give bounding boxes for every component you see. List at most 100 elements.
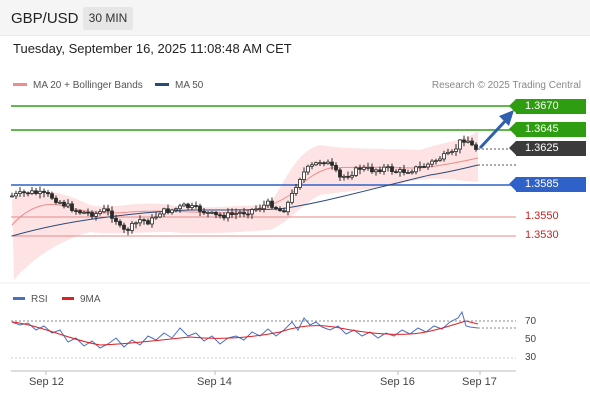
- candle-body: [278, 208, 282, 212]
- candle-body: [106, 208, 110, 212]
- candle-body: [294, 187, 298, 194]
- timestamp: Tuesday, September 16, 2025 11:08:48 AM …: [13, 41, 292, 56]
- candle-body: [238, 212, 242, 214]
- candle-body: [254, 208, 258, 211]
- candle-body: [394, 171, 398, 174]
- candle-body: [154, 216, 158, 219]
- candle-body: [470, 140, 474, 146]
- candle-body: [406, 172, 410, 174]
- candle-body: [206, 211, 210, 214]
- candle-body: [466, 140, 470, 143]
- candle-body: [22, 191, 26, 194]
- price-tag-2: 1.3645: [509, 122, 586, 137]
- candle-body: [426, 163, 430, 168]
- candle-body: [414, 166, 418, 173]
- candle-body: [346, 175, 350, 178]
- candle-body: [262, 204, 266, 210]
- candle-body: [14, 193, 18, 197]
- candle-body: [374, 169, 378, 173]
- candle-body: [286, 201, 290, 213]
- timeframe-button[interactable]: 30 MIN: [83, 7, 133, 30]
- rsi-9ma-line: [11, 320, 479, 346]
- rsi-legend-label: RSI: [31, 294, 48, 305]
- candle-body: [438, 158, 442, 161]
- candle-body: [342, 175, 346, 178]
- rsi-legend: RSI: [13, 294, 48, 305]
- candle-body: [226, 212, 230, 219]
- candle-body: [142, 219, 146, 222]
- candle-body: [54, 197, 58, 203]
- candle-body: [174, 208, 178, 211]
- candle-body: [314, 162, 318, 166]
- x-label-sep17: Sep 17: [462, 376, 497, 388]
- candle-body: [30, 190, 34, 194]
- candle-body: [94, 213, 98, 217]
- rsi-swatch: [13, 296, 25, 300]
- candle-body: [110, 210, 114, 219]
- candle-body: [178, 205, 182, 210]
- candle-body: [322, 162, 326, 165]
- candle-body: [74, 210, 78, 212]
- symbol-title: GBP/USD: [11, 10, 79, 27]
- candle-body: [258, 208, 262, 211]
- price-tag-current: 1.3625: [509, 141, 586, 156]
- price-tag-1: 1.3670: [509, 99, 586, 114]
- research-credit: Research © 2025 Trading Central: [431, 80, 581, 91]
- candle-body: [318, 162, 322, 165]
- candle-body: [382, 166, 386, 172]
- legend-ma50-label: MA 50: [175, 80, 204, 91]
- candle-body: [166, 208, 170, 214]
- candle-body: [310, 164, 314, 167]
- x-label-sep12: Sep 12: [29, 376, 64, 388]
- candle-body: [354, 167, 358, 176]
- candle-body: [270, 200, 274, 208]
- candle-body: [210, 211, 214, 214]
- candle-body: [378, 169, 382, 172]
- candle-body: [390, 166, 394, 173]
- ma50-line: [11, 164, 479, 237]
- candle-body: [386, 166, 390, 169]
- candle-body: [62, 201, 66, 207]
- header-bar: GBP/USD 30 MIN: [0, 0, 590, 36]
- candle-body: [282, 210, 286, 213]
- candle-body: [86, 211, 90, 214]
- candle-body: [274, 207, 278, 209]
- candle-body: [298, 179, 302, 188]
- candle-body: [234, 213, 238, 215]
- candle-body: [194, 205, 198, 207]
- candle-body: [202, 211, 206, 214]
- candle-body: [214, 211, 218, 216]
- candle-body: [186, 203, 190, 208]
- candle-body: [10, 195, 14, 198]
- candle-body: [302, 171, 306, 180]
- bollinger-band: [12, 130, 478, 280]
- price-tag-6: 1.3530: [525, 229, 559, 241]
- x-label-sep16: Sep 16: [380, 376, 415, 388]
- legend-ma50: MA 50: [155, 80, 203, 92]
- rsi-9ma-legend-label: 9MA: [80, 294, 101, 305]
- candle-body: [126, 228, 130, 231]
- candle-body: [410, 171, 414, 174]
- rsi-level-50: 50: [525, 334, 537, 345]
- candle-body: [326, 161, 330, 165]
- candle-body: [458, 139, 462, 150]
- candle-body: [266, 200, 270, 206]
- candle-body: [50, 193, 54, 199]
- candle-body: [82, 211, 86, 214]
- candle-body: [70, 203, 74, 211]
- candle-body: [18, 191, 22, 194]
- candle-body: [462, 139, 466, 143]
- candle-body: [158, 213, 162, 218]
- candle-body: [422, 166, 426, 168]
- candle-body: [170, 209, 174, 214]
- candle-body: [102, 208, 106, 213]
- candle-body: [442, 153, 446, 160]
- candle-body: [122, 224, 126, 230]
- candle-body: [66, 203, 70, 207]
- candle-body: [306, 165, 310, 173]
- candle-body: [190, 205, 194, 208]
- rsi-level-70: 70: [525, 316, 537, 327]
- candle-body: [246, 213, 250, 216]
- price-tag-pivot: 1.3585: [509, 177, 586, 192]
